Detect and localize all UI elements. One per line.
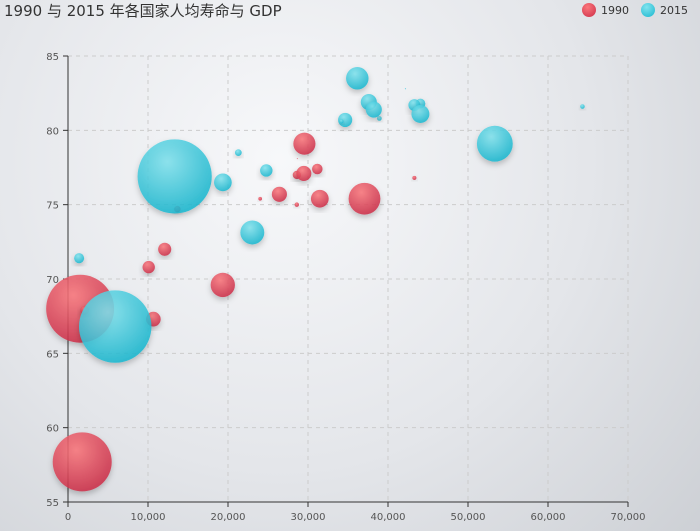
bubble-2015 [214, 173, 232, 192]
bubble-2015 [411, 104, 430, 123]
bubble-2015 [240, 220, 265, 245]
y-tick-label: 55 [46, 498, 59, 509]
bubble-2015 [377, 116, 382, 121]
legend-item-1990[interactable]: 1990 [582, 3, 629, 17]
bubble-2015 [476, 125, 513, 162]
x-tick-label: 10,000 [131, 512, 166, 523]
bubble-1990 [296, 158, 298, 160]
x-tick-label: 40,000 [371, 512, 406, 523]
bubble-2015 [404, 88, 407, 90]
bubble-2015 [260, 164, 273, 177]
x-tick-label: 50,000 [451, 512, 486, 523]
bubble-2015 [346, 67, 369, 90]
bubble-1990 [158, 242, 172, 256]
x-tick-label: 20,000 [211, 512, 246, 523]
bubble-1990 [271, 186, 287, 202]
chart-title: 1990 与 2015 年各国家人均寿命与 GDP [4, 2, 282, 20]
bubble-1990 [296, 165, 312, 181]
y-tick-label: 70 [46, 275, 59, 286]
bubble-1990 [52, 432, 112, 492]
bubble-2015 [234, 149, 242, 157]
bubble-1990 [294, 202, 300, 207]
bubble-2015 [580, 104, 585, 109]
bubble-1990 [293, 132, 316, 155]
legend-label-1990: 1990 [601, 3, 629, 17]
bubble-2015 [79, 290, 152, 363]
legend-marker-2015 [641, 3, 655, 17]
x-tick-label: 70,000 [611, 512, 646, 523]
bubble-1990 [210, 272, 235, 298]
bubble-1990 [312, 163, 323, 175]
y-tick-label: 85 [46, 52, 59, 63]
bubble-2015 [365, 101, 382, 118]
x-tick-label: 0 [65, 512, 71, 523]
bubble-1990 [412, 175, 417, 180]
legend-label-2015: 2015 [660, 3, 688, 17]
y-tick-label: 60 [46, 424, 59, 435]
bubble-2015 [74, 253, 85, 264]
x-tick-label: 60,000 [531, 512, 566, 523]
legend: 1990 2015 [582, 3, 688, 17]
grid [68, 55, 629, 502]
y-tick-label: 65 [46, 349, 59, 360]
x-tick-label: 30,000 [291, 512, 326, 523]
bubble-2015 [137, 139, 212, 214]
legend-item-2015[interactable]: 2015 [641, 3, 688, 17]
bubble-1990 [142, 260, 155, 274]
bubble-1990 [310, 189, 329, 208]
bubble-2015 [339, 119, 344, 124]
y-tick-label: 75 [46, 201, 59, 212]
legend-marker-1990 [582, 3, 596, 17]
y-tick-label: 80 [46, 126, 59, 137]
bubbles [46, 67, 585, 492]
bubble-1990 [258, 196, 263, 201]
bubble-1990 [348, 182, 381, 215]
